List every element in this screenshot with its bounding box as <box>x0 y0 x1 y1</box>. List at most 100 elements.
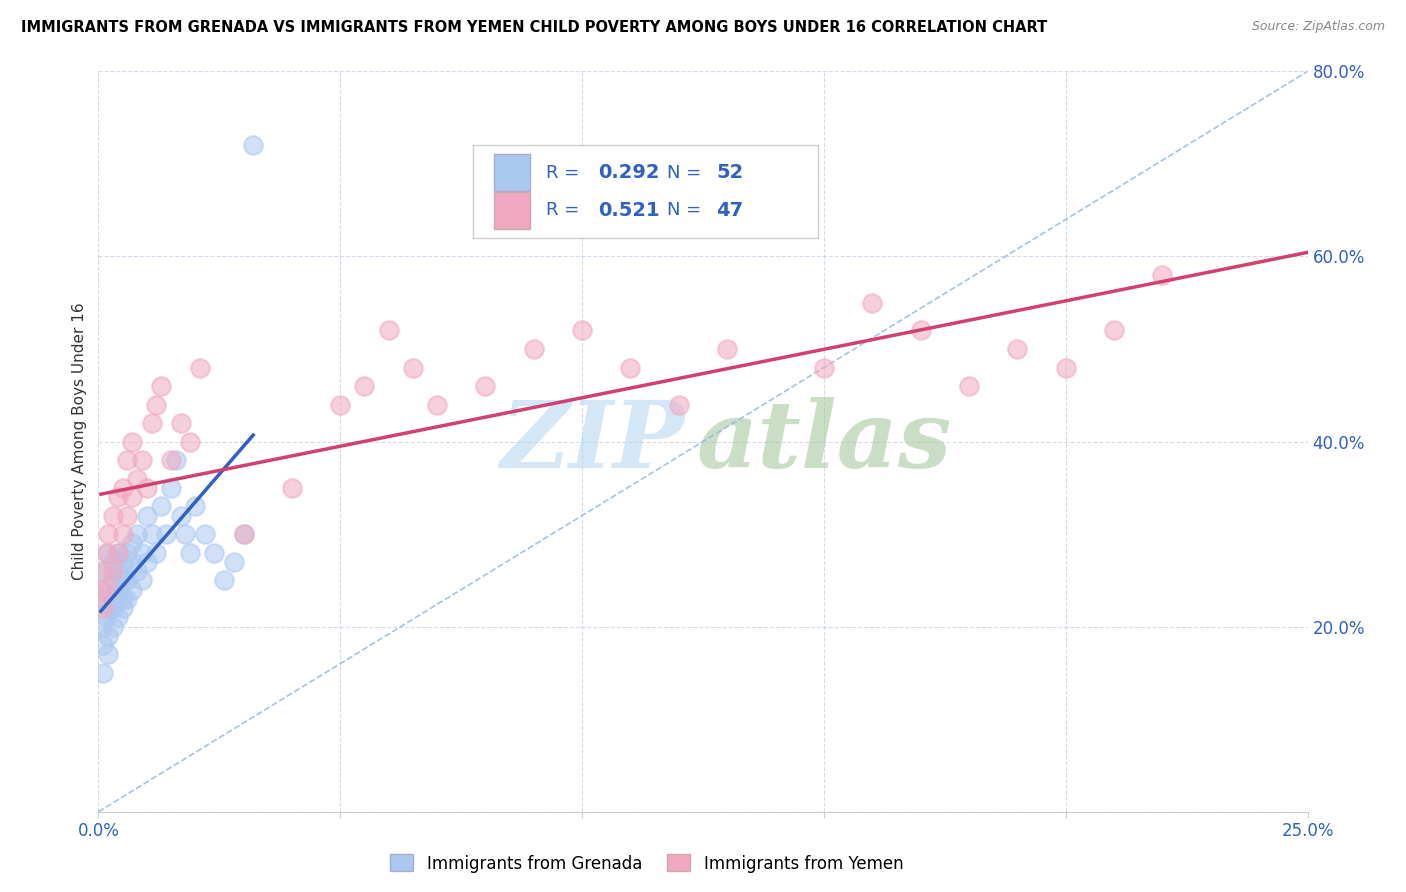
Point <box>94 610 117 624</box>
Point <box>160 453 183 467</box>
Point <box>160 481 183 495</box>
Point <box>117 508 139 523</box>
Legend: Immigrants from Grenada, Immigrants from Yemen: Immigrants from Grenada, Immigrants from… <box>384 847 910 880</box>
Point <box>135 481 157 495</box>
Point <box>169 416 191 430</box>
Point <box>1054 360 1077 375</box>
Point <box>523 342 546 356</box>
Point <box>571 324 593 338</box>
Point <box>97 527 120 541</box>
Point <box>222 555 245 569</box>
Point <box>94 564 117 578</box>
Point <box>94 545 117 560</box>
Point <box>91 601 114 615</box>
Text: 0.521: 0.521 <box>598 201 659 220</box>
Point <box>97 545 120 560</box>
Point <box>145 398 167 412</box>
Point <box>141 527 163 541</box>
Point <box>377 324 399 338</box>
Point <box>165 453 187 467</box>
Point <box>150 500 173 514</box>
Point <box>101 555 124 569</box>
Point <box>97 582 120 597</box>
Point <box>111 601 134 615</box>
Point <box>194 527 217 541</box>
Point <box>107 610 129 624</box>
Point <box>150 379 173 393</box>
Point <box>281 481 304 495</box>
Point <box>668 398 690 412</box>
Point <box>90 582 112 597</box>
Point <box>474 379 496 393</box>
Text: R =: R = <box>546 202 585 219</box>
Point <box>910 324 932 338</box>
Point <box>174 527 197 541</box>
Point <box>188 360 211 375</box>
Point <box>121 434 143 449</box>
Point <box>131 574 153 588</box>
Text: R =: R = <box>546 164 585 182</box>
Point <box>107 490 129 504</box>
Point <box>121 582 143 597</box>
Point <box>111 555 134 569</box>
Point <box>716 342 738 356</box>
Point <box>141 416 163 430</box>
Text: Source: ZipAtlas.com: Source: ZipAtlas.com <box>1251 20 1385 33</box>
Point <box>91 638 114 652</box>
Point <box>179 434 201 449</box>
Point <box>91 665 114 680</box>
Point <box>121 490 143 504</box>
Point <box>117 574 139 588</box>
Point <box>145 545 167 560</box>
Point <box>97 629 120 643</box>
Point <box>91 591 114 606</box>
Point <box>97 648 120 662</box>
Point <box>204 545 226 560</box>
Point <box>127 472 149 486</box>
Point <box>813 360 835 375</box>
Point <box>117 545 139 560</box>
Point <box>91 619 114 633</box>
Point <box>1152 268 1174 282</box>
Point <box>131 453 153 467</box>
Point <box>155 527 177 541</box>
Point <box>179 545 201 560</box>
Point <box>117 591 139 606</box>
Point <box>1102 324 1125 338</box>
Point <box>135 555 157 569</box>
Point <box>101 564 124 578</box>
FancyBboxPatch shape <box>474 145 818 238</box>
Point <box>107 582 129 597</box>
Point <box>111 481 134 495</box>
Text: atlas: atlas <box>697 397 952 486</box>
FancyBboxPatch shape <box>494 154 530 192</box>
Point <box>127 527 149 541</box>
Point <box>101 574 124 588</box>
Point <box>860 295 883 310</box>
Text: ZIP: ZIP <box>501 397 685 486</box>
Point <box>111 527 134 541</box>
Point <box>619 360 641 375</box>
Text: 0.292: 0.292 <box>598 163 659 183</box>
Text: N =: N = <box>666 202 707 219</box>
Point <box>184 500 207 514</box>
Text: 47: 47 <box>716 201 744 220</box>
Point <box>242 138 264 153</box>
Point <box>121 536 143 550</box>
Point <box>135 508 157 523</box>
Text: N =: N = <box>666 164 707 182</box>
Point <box>107 545 129 560</box>
Point <box>101 508 124 523</box>
Point <box>111 574 134 588</box>
Point <box>121 555 143 569</box>
Point <box>353 379 375 393</box>
Point <box>402 360 425 375</box>
Point <box>127 564 149 578</box>
Point <box>90 582 112 597</box>
Point <box>232 527 254 541</box>
Text: IMMIGRANTS FROM GRENADA VS IMMIGRANTS FROM YEMEN CHILD POVERTY AMONG BOYS UNDER : IMMIGRANTS FROM GRENADA VS IMMIGRANTS FR… <box>21 20 1047 35</box>
Point <box>212 574 235 588</box>
Point <box>91 564 114 578</box>
Point <box>131 545 153 560</box>
Point <box>329 398 352 412</box>
